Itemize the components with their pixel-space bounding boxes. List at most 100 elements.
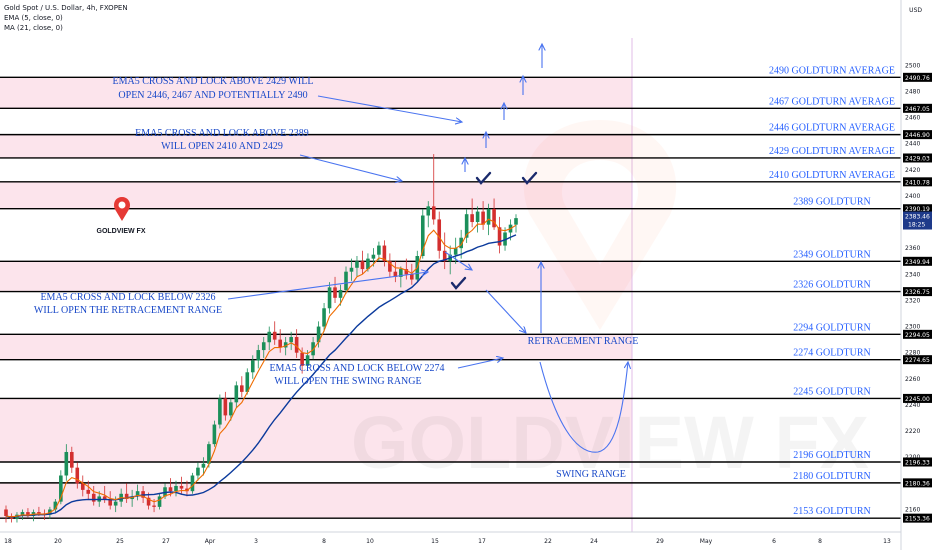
candle-body bbox=[124, 493, 129, 500]
candle-body bbox=[410, 274, 414, 280]
candle-body bbox=[37, 512, 41, 514]
level-price-tag-text: 2446.90 bbox=[905, 132, 930, 139]
candle-body bbox=[272, 331, 277, 340]
candle-body bbox=[146, 497, 151, 506]
current-price-tag bbox=[903, 211, 932, 230]
candle-body bbox=[157, 496, 162, 507]
checkmark-icon bbox=[475, 171, 492, 185]
indicator-lines-layer bbox=[5, 218, 517, 519]
time-tick-label: 29 bbox=[656, 538, 664, 545]
candle-body bbox=[91, 493, 96, 502]
arrow-to-2326 bbox=[227, 272, 428, 300]
annotation-text: EMA5 CROSS AND LOCK BELOW 2274 bbox=[269, 363, 444, 374]
level-price-tag-text: 2429.03 bbox=[905, 155, 930, 162]
candle-body bbox=[190, 475, 195, 492]
current-price-value: 2383.46 bbox=[905, 214, 930, 221]
logo-pin-icon bbox=[114, 197, 130, 221]
pink-bands-layer bbox=[0, 38, 633, 532]
level-price-tag bbox=[903, 204, 932, 214]
checkmark-icon bbox=[521, 171, 538, 185]
level-label: 2294 GOLDTURN bbox=[793, 322, 871, 333]
pink-band bbox=[0, 181, 632, 209]
price-tick-label: 2460 bbox=[905, 115, 920, 122]
candle-body bbox=[481, 211, 485, 225]
level-label: 2410 GOLDTURN AVERAGE bbox=[769, 170, 895, 181]
arrow-to-2389 bbox=[299, 154, 402, 181]
candle-body bbox=[207, 444, 211, 464]
price-tick-label: 2160 bbox=[905, 506, 920, 513]
candle-body bbox=[250, 360, 255, 373]
candle-body bbox=[399, 269, 403, 277]
pink-band bbox=[0, 77, 632, 109]
candle-body bbox=[344, 271, 348, 290]
time-tick-label: 6 bbox=[772, 538, 776, 545]
candle-body bbox=[256, 350, 261, 361]
price-axis: 2160218022002220224022602280230023202340… bbox=[900, 0, 932, 550]
time-tick-label: 8 bbox=[322, 538, 326, 545]
level-price-tag-text: 2274.65 bbox=[905, 357, 930, 364]
candle-body bbox=[196, 467, 200, 476]
level-label: 2349 GOLDTURN bbox=[793, 249, 871, 260]
symbol-title[interactable]: Gold Spot / U.S. Dollar, 4h, FXOPEN bbox=[4, 4, 128, 12]
price-tick-label: 2320 bbox=[905, 297, 920, 304]
price-tick-label: 2400 bbox=[905, 193, 920, 200]
level-price-tag-text: 2490.76 bbox=[905, 75, 930, 82]
pink-band bbox=[0, 398, 632, 463]
price-tick-label: 2260 bbox=[905, 376, 920, 383]
candle-body bbox=[168, 487, 173, 492]
candle-body bbox=[294, 337, 299, 353]
candle-body bbox=[240, 385, 244, 392]
time-tick-label: 18 bbox=[4, 538, 12, 545]
current-price-countdown: 18:25 bbox=[908, 222, 925, 229]
candle-body bbox=[382, 245, 387, 262]
level-price-tag bbox=[903, 256, 932, 266]
candle-body bbox=[229, 402, 233, 416]
level-price-tag-text: 2410.78 bbox=[905, 179, 930, 186]
candle-body bbox=[459, 237, 463, 249]
level-price-tag bbox=[903, 355, 932, 365]
candle-body bbox=[223, 398, 228, 416]
arrow-to-2429 bbox=[317, 95, 462, 122]
time-tick-label: 25 bbox=[116, 538, 124, 545]
time-tick-label: 3 bbox=[254, 538, 258, 545]
price-tick-label: 2240 bbox=[905, 402, 920, 409]
candle-body bbox=[453, 248, 458, 255]
level-price-tag bbox=[903, 287, 932, 297]
candle-body bbox=[377, 245, 381, 255]
candle-body bbox=[442, 250, 447, 262]
ema-indicator-legend[interactable]: EMA (5, close, 0) bbox=[4, 14, 63, 22]
price-tick-label: 2340 bbox=[905, 271, 920, 278]
time-tick-label: 27 bbox=[162, 538, 170, 545]
candle-body bbox=[20, 512, 25, 515]
swing-curve-arrow bbox=[539, 362, 628, 453]
arrow-down-a bbox=[444, 251, 472, 270]
candle-body bbox=[338, 289, 343, 298]
level-price-tag bbox=[903, 103, 932, 113]
annotation-text: RETRACEMENT RANGE bbox=[528, 336, 639, 347]
candle-body bbox=[355, 261, 359, 268]
candle-body bbox=[366, 258, 370, 270]
level-label: 2245 GOLDTURN bbox=[793, 386, 871, 397]
time-tick-label: Apr bbox=[205, 538, 216, 545]
annotation-text: OPEN 2446, 2467 AND POTENTIALLY 2490 bbox=[118, 90, 307, 101]
candle-body bbox=[388, 261, 392, 272]
level-price-tag-text: 2245.00 bbox=[905, 396, 930, 403]
candle-body bbox=[475, 211, 480, 223]
level-label: 2467 GOLDTURN AVERAGE bbox=[769, 96, 895, 107]
level-price-tag-text: 2326.75 bbox=[905, 289, 930, 296]
level-price-tag-text: 2196.33 bbox=[905, 460, 930, 467]
candle-body bbox=[497, 227, 502, 246]
time-tick-label: 15 bbox=[431, 538, 439, 545]
candle-body bbox=[426, 206, 431, 216]
annotation-text: EMA5 CROSS AND LOCK ABOVE 2429 WILL bbox=[113, 76, 314, 87]
pink-band bbox=[0, 134, 632, 158]
ma-indicator-legend[interactable]: MA (21, close, 0) bbox=[4, 24, 63, 32]
time-tick-label: 10 bbox=[366, 538, 374, 545]
annotation-text: WILL OPEN THE RETRACEMENT RANGE bbox=[34, 305, 222, 316]
level-price-tag bbox=[903, 177, 932, 187]
pink-band bbox=[0, 261, 632, 292]
candle-body bbox=[278, 339, 282, 348]
candle-body bbox=[86, 489, 91, 494]
ema5-line bbox=[5, 218, 517, 518]
